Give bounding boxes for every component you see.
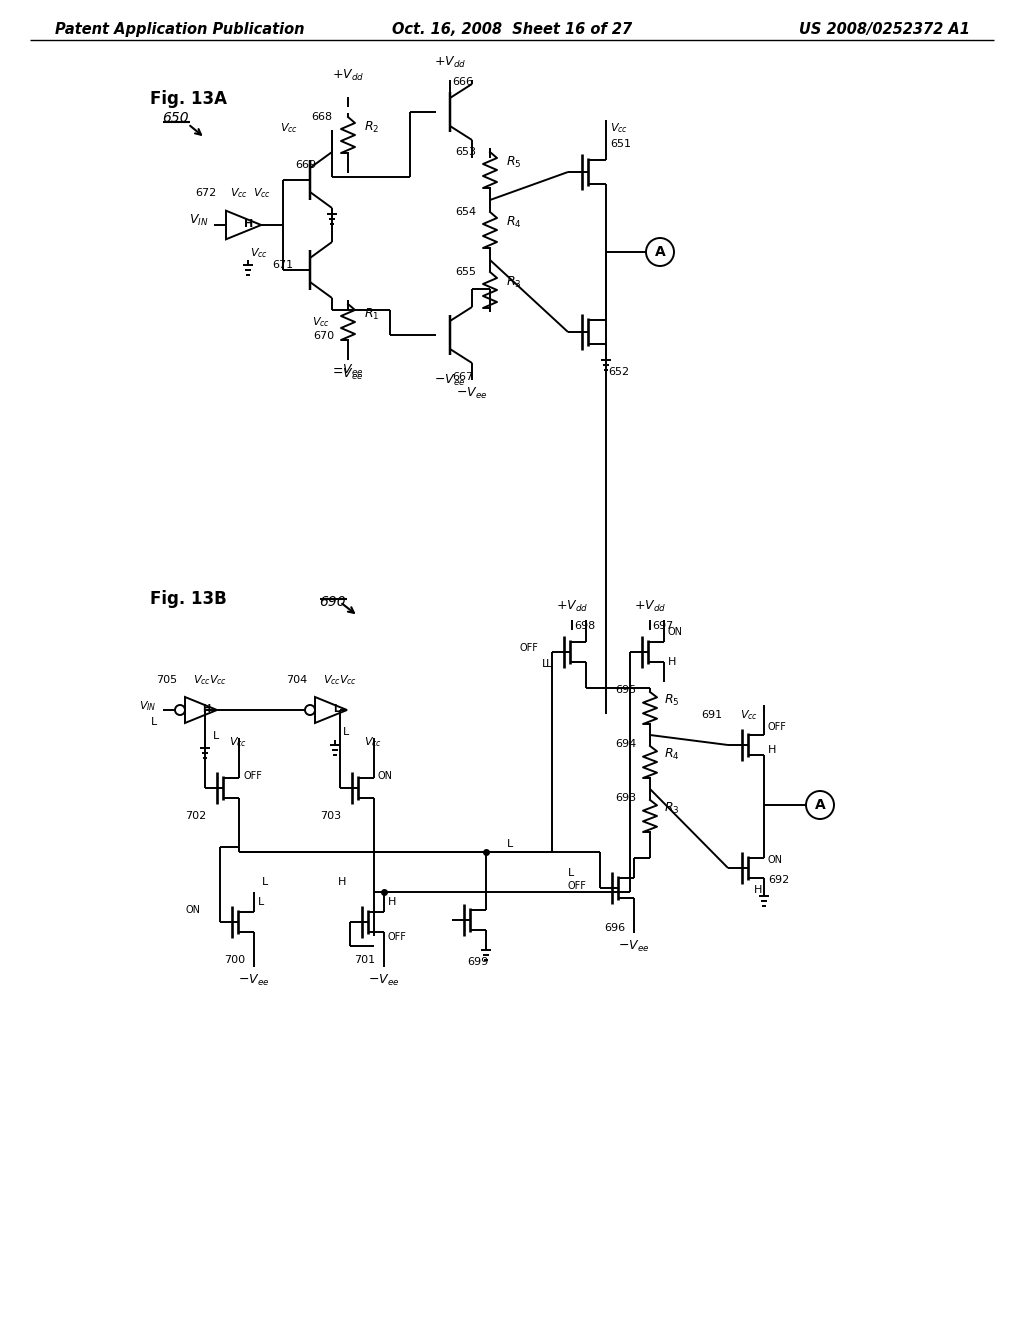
Text: $V_{IN}$: $V_{IN}$: [188, 213, 208, 227]
Text: $-V_{ee}$: $-V_{ee}$: [434, 372, 466, 388]
Text: OFF: OFF: [388, 932, 407, 942]
Text: ON: ON: [185, 906, 200, 915]
Text: $-V_{ee}$: $-V_{ee}$: [333, 367, 364, 381]
Text: $+V_{dd}$: $+V_{dd}$: [332, 67, 365, 83]
Text: Patent Application Publication: Patent Application Publication: [55, 22, 304, 37]
Text: 670: 670: [313, 331, 334, 341]
Text: 695: 695: [614, 685, 636, 696]
Text: 650: 650: [162, 111, 188, 125]
Text: 702: 702: [185, 810, 206, 821]
Text: 701: 701: [354, 954, 376, 965]
Text: 691: 691: [700, 710, 722, 719]
Text: L: L: [151, 717, 157, 727]
Text: L: L: [343, 727, 349, 737]
Text: OFF: OFF: [520, 643, 539, 653]
Text: L: L: [542, 659, 548, 669]
Text: 700: 700: [224, 954, 246, 965]
Text: H: H: [338, 876, 346, 887]
Text: $V_{IN}$: $V_{IN}$: [139, 700, 157, 713]
Text: L: L: [213, 731, 219, 741]
Text: H: H: [768, 744, 776, 755]
Text: 696: 696: [604, 923, 626, 933]
Text: H: H: [388, 898, 396, 907]
Text: Fig. 13B: Fig. 13B: [150, 590, 226, 609]
Text: $V_{cc}$: $V_{cc}$: [209, 673, 227, 686]
Text: L: L: [333, 704, 339, 714]
Text: $V_{cc}$: $V_{cc}$: [312, 315, 330, 329]
Text: $V_{cc}$: $V_{cc}$: [230, 186, 248, 199]
Text: $V_{cc}$: $V_{cc}$: [323, 673, 341, 686]
Text: $V_{cc}$: $V_{cc}$: [339, 673, 357, 686]
Text: $R_5$: $R_5$: [506, 154, 521, 169]
Text: OFF: OFF: [243, 771, 262, 781]
Text: L: L: [568, 869, 574, 878]
Text: 668: 668: [311, 112, 332, 121]
Text: ON: ON: [378, 771, 393, 781]
Text: L: L: [546, 659, 552, 669]
Text: Fig. 13A: Fig. 13A: [150, 90, 227, 108]
Text: A: A: [654, 246, 666, 259]
Text: $+V_{dd}$: $+V_{dd}$: [556, 599, 588, 614]
Text: ON: ON: [668, 627, 683, 638]
Text: H: H: [754, 884, 763, 895]
Text: 653: 653: [455, 147, 476, 157]
Text: $V_{cc}$: $V_{cc}$: [740, 708, 758, 722]
Text: Oct. 16, 2008  Sheet 16 of 27: Oct. 16, 2008 Sheet 16 of 27: [392, 22, 632, 37]
Text: $V_{cc}$: $V_{cc}$: [250, 246, 268, 260]
Text: $R_3$: $R_3$: [664, 800, 680, 816]
Text: 704: 704: [286, 675, 307, 685]
Text: 666: 666: [452, 77, 473, 87]
Text: 655: 655: [455, 267, 476, 277]
Text: $+V_{dd}$: $+V_{dd}$: [634, 599, 666, 614]
Text: H: H: [202, 704, 210, 714]
Text: 697: 697: [652, 620, 673, 631]
Text: L: L: [262, 876, 268, 887]
Text: 698: 698: [574, 620, 595, 631]
Text: OFF: OFF: [768, 722, 786, 733]
Text: $R_4$: $R_4$: [506, 214, 521, 230]
Text: 672: 672: [195, 187, 216, 198]
Text: 671: 671: [272, 260, 293, 271]
Text: $+V_{dd}$: $+V_{dd}$: [434, 55, 466, 70]
Text: $R_2$: $R_2$: [364, 119, 379, 135]
Text: $V_{cc}$: $V_{cc}$: [229, 735, 247, 748]
Text: $-V_{ee}$: $-V_{ee}$: [333, 363, 364, 378]
Text: US 2008/0252372 A1: US 2008/0252372 A1: [799, 22, 970, 37]
Text: 703: 703: [319, 810, 341, 821]
Text: ON: ON: [768, 855, 783, 865]
Text: $V_{cc}$: $V_{cc}$: [253, 186, 271, 199]
Text: 652: 652: [608, 367, 629, 378]
Text: $R_5$: $R_5$: [664, 693, 680, 708]
Text: $R_1$: $R_1$: [364, 306, 380, 322]
Text: OFF: OFF: [568, 880, 587, 891]
Text: 693: 693: [614, 793, 636, 803]
Text: H: H: [668, 657, 677, 667]
Text: L: L: [258, 898, 264, 907]
Text: $-V_{ee}$: $-V_{ee}$: [239, 973, 269, 987]
Text: $R_4$: $R_4$: [664, 746, 680, 762]
Text: A: A: [815, 799, 825, 812]
Text: 667: 667: [452, 372, 473, 381]
Text: $V_{cc}$: $V_{cc}$: [280, 121, 298, 135]
Text: $V_{cc}$: $V_{cc}$: [364, 735, 382, 748]
Text: $-V_{ee}$: $-V_{ee}$: [618, 939, 649, 953]
Text: 669: 669: [295, 160, 316, 170]
Text: L: L: [507, 840, 513, 849]
Text: $-V_{ee}$: $-V_{ee}$: [457, 385, 487, 400]
Text: $R_3$: $R_3$: [506, 275, 521, 289]
Text: $V_{cc}$: $V_{cc}$: [193, 673, 211, 686]
Text: 651: 651: [610, 139, 631, 149]
Text: $V_{cc}$: $V_{cc}$: [610, 121, 628, 135]
Text: 699: 699: [467, 957, 488, 968]
Text: 692: 692: [768, 875, 790, 884]
Text: 694: 694: [614, 739, 636, 748]
Text: 690: 690: [318, 595, 345, 609]
Text: 654: 654: [455, 207, 476, 216]
Text: $-V_{ee}$: $-V_{ee}$: [369, 973, 399, 987]
Text: 705: 705: [156, 675, 177, 685]
Text: H: H: [245, 219, 254, 228]
